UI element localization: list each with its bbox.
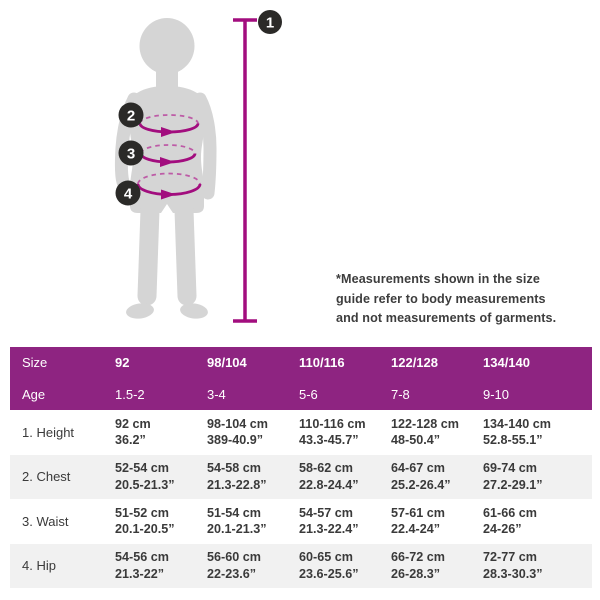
chest-cell-134-140: 69-74 cm 27.2-29.1” — [483, 461, 543, 492]
waist-cell-92: 51-52 cm 20.1-20.5” — [115, 505, 175, 537]
waist-cell-134-140: 61-66 cm 24-26” — [483, 505, 537, 537]
height-cell-98-104: 98-104 cm 389-40.9” — [207, 416, 268, 448]
height-cell-134-140: 134-140 cm 52.8-55.1” — [483, 416, 551, 448]
table-row-waist: 3. Waist 51-52 cm 20.1-20.5” 51-54 cm 20… — [10, 499, 592, 544]
chest-ring-arrow — [161, 127, 176, 137]
badge-1-label: 1 — [266, 15, 274, 32]
size-table-header: Size 92 98/104 110/116 122/128 134/140 A… — [10, 347, 592, 410]
size-value: 92 — [115, 355, 130, 371]
size-value: 134/140 — [483, 355, 530, 371]
size-row: Size 92 98/104 110/116 122/128 134/140 — [10, 347, 592, 379]
hip-cell-98-104: 56-60 cm 22-23.6” — [207, 550, 261, 581]
age-value: 7-8 — [391, 386, 410, 402]
row-label: 3. Waist — [22, 513, 69, 529]
hip-cell-122-128: 66-72 cm 26-28.3” — [391, 550, 445, 581]
age-value: 1.5-2 — [115, 386, 145, 402]
chest-cell-98-104: 54-58 cm 21.3-22.8” — [207, 461, 267, 492]
chest-cell-92: 52-54 cm 20.5-21.3” — [115, 461, 175, 492]
waist-cell-122-128: 57-61 cm 22.4-24” — [391, 505, 445, 537]
badge-1-height — [258, 10, 282, 34]
age-value: 5-6 — [299, 386, 318, 402]
waist-measure-ring — [139, 144, 197, 167]
waist-ring-arrow — [160, 157, 175, 167]
height-cell-92: 92 cm 36.2” — [115, 416, 151, 448]
height-cell-110-116: 110-116 cm 43.3-45.7” — [299, 416, 366, 448]
silhouette-right-foot — [180, 303, 208, 319]
child-silhouette-figure — [114, 18, 217, 319]
silhouette-neck — [156, 62, 178, 90]
chest-measure-ring — [138, 114, 200, 137]
silhouette-left-foot — [126, 303, 154, 319]
height-measure-line — [233, 18, 257, 323]
age-row-label: Age — [22, 386, 46, 402]
badge-4-label: 4 — [124, 186, 133, 203]
size-table: Size 92 98/104 110/116 122/128 134/140 A… — [10, 347, 592, 588]
age-row: Age 1.5-2 3-4 5-6 7-8 9-10 — [10, 379, 592, 411]
row-label: 1. Height — [22, 424, 75, 440]
body-measurement-diagram: 1 2 3 4 — [114, 10, 282, 323]
badge-2-label: 2 — [127, 108, 135, 125]
badge-3-label: 3 — [127, 146, 135, 163]
size-value: 122/128 — [391, 355, 438, 371]
size-value: 110/116 — [299, 355, 345, 371]
silhouette-right-arm — [193, 92, 217, 200]
age-value: 9-10 — [483, 386, 510, 402]
marker-badges: 1 2 3 4 — [115, 10, 282, 206]
row-label: 4. Hip — [22, 558, 56, 574]
table-row-height: 1. Height 92 cm 36.2” 98-104 cm 389-40.9… — [10, 410, 592, 455]
badge-2-chest — [118, 102, 144, 128]
hip-cell-134-140: 72-77 cm 28.3-30.3” — [483, 550, 543, 581]
size-value: 98/104 — [207, 355, 247, 371]
badge-4-hip — [115, 180, 141, 206]
chest-cell-122-128: 64-67 cm 25.2-26.4” — [391, 461, 451, 492]
table-row-hip: 4. Hip 54-56 cm 21.3-22” 56-60 cm 22-23.… — [10, 543, 592, 588]
measurement-disclaimer-note: *Measurements shown in the size guide re… — [336, 272, 557, 325]
hip-cell-110-116: 60-65 cm 23.6-25.6” — [299, 550, 359, 581]
silhouette-right-leg — [174, 200, 197, 306]
hip-cell-92: 54-56 cm 21.3-22” — [115, 550, 169, 581]
badge-3-waist — [118, 140, 144, 166]
waist-cell-110-116: 54-57 cm 21.3-22.4” — [299, 505, 359, 537]
silhouette-left-leg — [137, 200, 160, 306]
hip-measure-ring — [136, 172, 202, 200]
table-row-chest: 2. Chest 52-54 cm 20.5-21.3” 54-58 cm 21… — [10, 454, 592, 499]
row-label: 2. Chest — [22, 469, 71, 485]
chest-cell-110-116: 58-62 cm 22.8-24.4” — [299, 461, 359, 492]
waist-cell-98-104: 51-54 cm 20.1-21.3” — [207, 505, 267, 537]
age-value: 3-4 — [207, 386, 226, 402]
height-cell-122-128: 122-128 cm 48-50.4” — [391, 416, 459, 448]
size-row-label: Size — [22, 355, 48, 371]
hip-ring-arrow — [161, 189, 176, 200]
